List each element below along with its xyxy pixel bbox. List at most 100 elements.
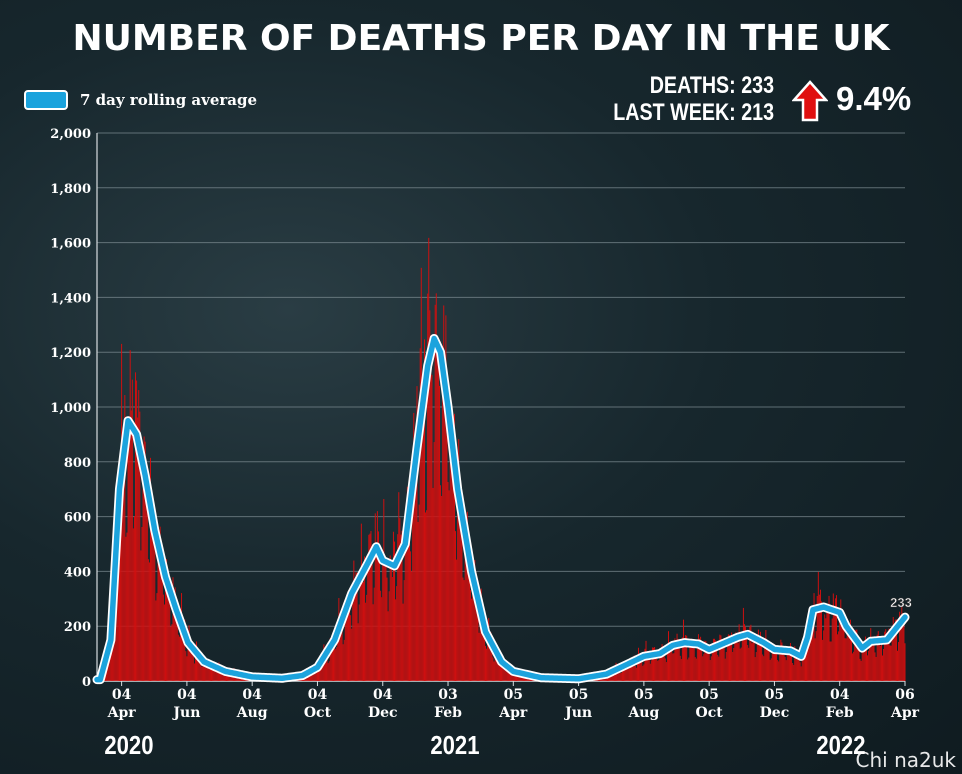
daily-death-bar: [633, 655, 635, 681]
daily-death-bar: [745, 626, 747, 681]
daily-death-bar: [731, 632, 733, 681]
daily-death-bar: [187, 638, 189, 681]
daily-death-bar: [129, 350, 131, 681]
daily-death-bar: [889, 645, 891, 681]
daily-death-bar: [474, 559, 476, 681]
daily-death-bar: [743, 624, 745, 681]
daily-death-bar: [898, 642, 900, 681]
x-tick-day: 04: [112, 687, 132, 703]
daily-death-bar: [620, 672, 622, 681]
x-tick-month: Aug: [627, 705, 659, 721]
daily-death-bar: [772, 645, 774, 681]
daily-death-bar: [358, 604, 360, 681]
daily-death-bar: [156, 593, 158, 681]
daily-death-bar: [711, 651, 713, 681]
daily-death-bar: [748, 647, 750, 681]
daily-death-bar: [197, 654, 199, 681]
daily-death-bar: [893, 627, 895, 681]
daily-death-bar: [781, 642, 783, 681]
daily-death-bar: [716, 642, 718, 681]
daily-death-bar: [381, 597, 383, 681]
daily-death-bar: [859, 658, 861, 681]
daily-death-bar: [388, 591, 390, 681]
daily-death-bar: [897, 650, 898, 681]
daily-death-bar: [409, 532, 410, 681]
daily-death-bar: [205, 658, 207, 681]
daily-death-bar: [813, 593, 815, 681]
daily-death-bar: [625, 665, 627, 681]
daily-death-bar: [329, 637, 331, 681]
daily-death-bar: [366, 594, 368, 681]
daily-death-bar: [691, 647, 693, 681]
daily-death-bar: [213, 664, 215, 681]
daily-death-bar: [635, 667, 637, 681]
daily-death-bar: [211, 665, 212, 681]
daily-death-bar: [844, 638, 846, 681]
daily-death-bar: [689, 638, 691, 681]
daily-death-bar: [815, 631, 817, 681]
daily-death-bar: [313, 672, 315, 681]
daily-death-bar: [673, 653, 675, 681]
y-tick-label: 2,000: [50, 127, 91, 142]
daily-death-bar: [511, 670, 513, 681]
daily-death-bar: [132, 528, 134, 681]
daily-death-bar: [145, 488, 147, 681]
daily-death-bar: [486, 648, 488, 681]
daily-death-bar: [449, 416, 451, 681]
daily-death-bar: [776, 645, 778, 681]
daily-death-bar: [200, 663, 202, 681]
daily-death-bar: [875, 656, 877, 681]
daily-death-bar: [479, 616, 481, 681]
daily-death-bar: [885, 629, 887, 681]
daily-death-bar: [432, 487, 434, 681]
daily-death-bar: [710, 656, 712, 681]
daily-death-bar: [865, 646, 867, 681]
daily-death-bar: [876, 634, 878, 681]
daily-death-bar: [406, 486, 408, 681]
daily-death-bar: [894, 619, 896, 681]
percent-change: 9.4%: [836, 80, 912, 117]
daily-death-bar: [491, 643, 493, 681]
daily-death-bar: [661, 644, 663, 681]
daily-death-bar: [516, 675, 517, 681]
x-tick-month: Aug: [236, 705, 268, 721]
daily-death-bar: [127, 422, 129, 681]
daily-death-bar: [152, 524, 154, 681]
daily-death-bar: [379, 545, 381, 681]
daily-death-bar: [702, 656, 704, 681]
daily-death-bar: [763, 656, 765, 681]
daily-death-bar: [372, 604, 374, 681]
daily-death-bar: [206, 659, 208, 681]
daily-death-bar: [415, 484, 417, 681]
daily-death-bar: [627, 669, 629, 681]
daily-death-bar: [684, 643, 686, 681]
daily-death-bar: [867, 655, 869, 681]
daily-death-bar: [697, 634, 699, 681]
daily-death-bar: [394, 541, 395, 681]
daily-death-bar: [833, 607, 835, 681]
daily-death-bar: [220, 670, 222, 681]
daily-death-bar: [722, 647, 724, 681]
daily-death-bar: [374, 513, 376, 681]
daily-death-bar: [794, 646, 796, 681]
y-tick-label: 1,600: [50, 237, 91, 252]
daily-death-bar: [783, 646, 785, 681]
daily-death-bar: [737, 643, 739, 681]
daily-death-bar: [902, 621, 904, 681]
daily-death-bar: [463, 580, 465, 681]
deaths-last-week: LAST WEEK: 213: [613, 99, 774, 126]
daily-death-bar: [830, 641, 832, 681]
daily-death-bar: [887, 642, 889, 681]
daily-death-bar: [493, 661, 495, 681]
daily-death-bar: [832, 593, 834, 681]
daily-death-bar: [354, 580, 356, 681]
daily-death-bar: [645, 640, 647, 681]
daily-death-bar: [632, 662, 634, 681]
daily-death-bar: [173, 607, 175, 681]
daily-death-bar: [186, 656, 188, 681]
daily-death-bar: [705, 641, 707, 681]
daily-death-bar: [416, 386, 418, 681]
daily-death-bar: [641, 660, 643, 681]
daily-death-bar: [414, 454, 416, 681]
x-tick-day: 05: [504, 687, 523, 703]
